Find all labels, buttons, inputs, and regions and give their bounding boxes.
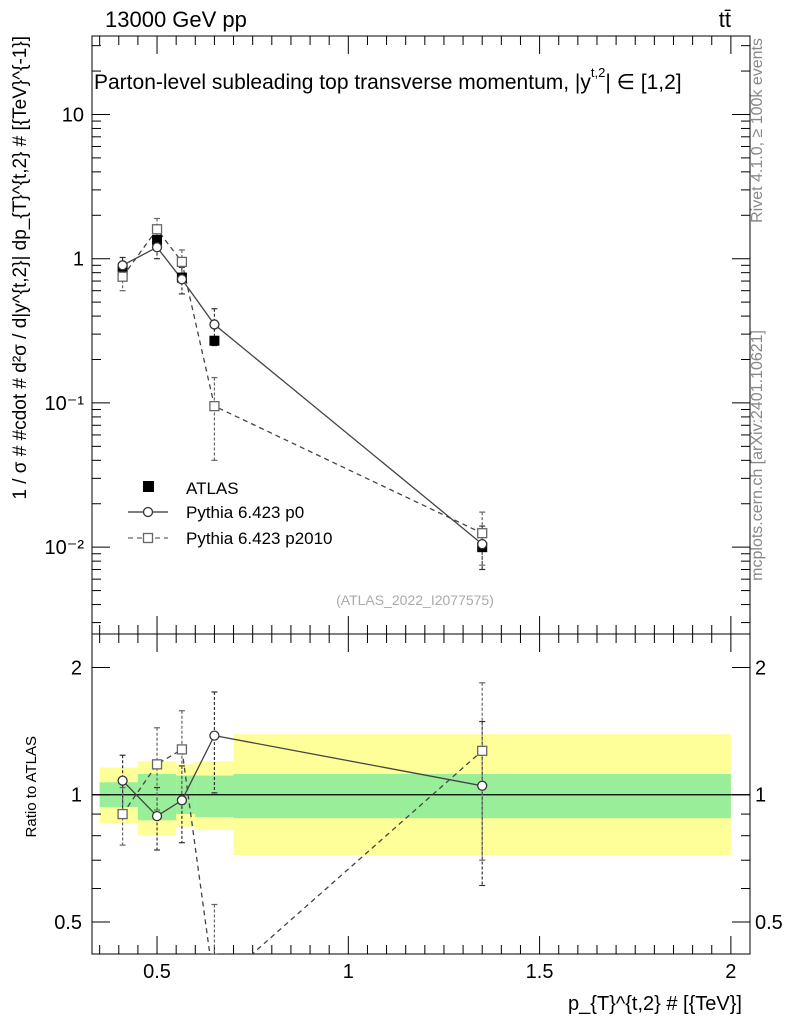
x-tick-label: 0.5 [143,961,171,983]
ratio-p2010-point [176,744,188,755]
main-y-tick-label: 10⁻¹ [45,393,85,415]
ratio-y-tick-label-right: 2 [755,657,766,679]
ratio-band-inner [195,775,234,818]
main-title-tail: | ∈ [1,2] [605,71,681,94]
p0-point [176,274,188,285]
p0-point [477,538,488,550]
main-title-text: Parton-level subleading top transverse m… [94,71,591,94]
main-panel: 10⁻² 10⁻¹ 1 10 Parton-level subleading top … [10,35,751,635]
ratio-p2010-point [477,745,488,756]
legend-p2010-label: Pythia 6.423 p2010 [186,529,333,548]
main-data-layer [117,217,488,571]
ratio-y-tick-label-left: 1 [71,785,82,807]
atlas-point [209,335,220,346]
ratio-p2010-point [151,759,163,770]
ratio-p0-point [176,795,188,806]
ratio-y-tick-label-right: 1 [755,785,766,807]
main-title: Parton-level subleading top transverse m… [94,65,682,94]
legend-atlas-marker [143,481,154,492]
p0-point [117,260,128,271]
main-y-axis-label: 1 / σ # #cdot # d²σ / d|y^{t,2}| dp_{T}^… [10,36,31,500]
x-tick-label: 1 [343,961,354,983]
x-axis-label: p_{T}^{t,2} # [{TeV}] [568,993,742,1015]
p2010-point [151,224,163,235]
main-y-tick-label: 10 [62,104,84,126]
watermark: (ATLAS_2022_I2077575) [336,592,494,608]
ratio-p2010-line [122,748,483,954]
ratio-p0-point [209,730,220,741]
p2010-point [477,528,488,539]
p2010-point [176,256,188,268]
ratio-bands [92,734,750,856]
ratio-p2010-point [117,808,128,820]
p0-point [209,319,220,330]
legend-p0-marker [142,506,154,518]
p0-line [122,246,483,545]
x-tick-label: 2 [725,961,736,983]
ratio-y-tick-label-right: 0.5 [755,912,783,934]
ratio-p0-point [477,780,488,791]
legend: ATLAS Pythia 6.423 p0 Pythia 6.423 p2010 [128,479,333,548]
p0-point [151,242,163,253]
atlas-point [152,234,163,245]
ratio-y-tick-label-left: 0.5 [54,912,82,934]
legend-atlas-label: ATLAS [186,479,239,498]
mcplots-label: mcplots.cern.ch [arXiv:2401.10621] [749,330,766,581]
main-y-tick-label: 10⁻² [45,537,85,559]
p2010-line [122,228,483,534]
energy-label: 13000 GeV pp [105,7,247,32]
ratio-y-tick-label-left: 2 [71,657,82,679]
ratio-p0-point [151,810,163,822]
ratio-y-axis-label: Ratio to ATLAS [23,736,40,837]
ratio-panel: 0.5 0.5 1 1 2 2 0.5 1 1.5 2 Ratio to ATLAS p_{T}^… [23,633,783,1015]
rivet-version-label: Rivet 4.1.0, ≥ 100k events [749,38,766,223]
main-axis-ticks: 10⁻² 10⁻¹ 1 10 [45,36,750,634]
main-title-superscript: t,2 [591,65,605,80]
x-tick-label: 1.5 [526,961,554,983]
ratio-p0-point [117,775,128,786]
legend-p0-label: Pythia 6.423 p0 [186,503,304,522]
ratio-data-layer [117,682,488,954]
ratio-frame [91,633,751,955]
ratio-axis-ticks: 0.5 0.5 1 1 2 2 0.5 1 1.5 2 [54,634,783,983]
process-label: tt̄ [719,7,731,32]
p2010-point [117,271,128,282]
legend-p2010-marker [142,532,154,544]
p2010-point [209,400,220,412]
main-y-tick-label: 1 [73,249,84,271]
